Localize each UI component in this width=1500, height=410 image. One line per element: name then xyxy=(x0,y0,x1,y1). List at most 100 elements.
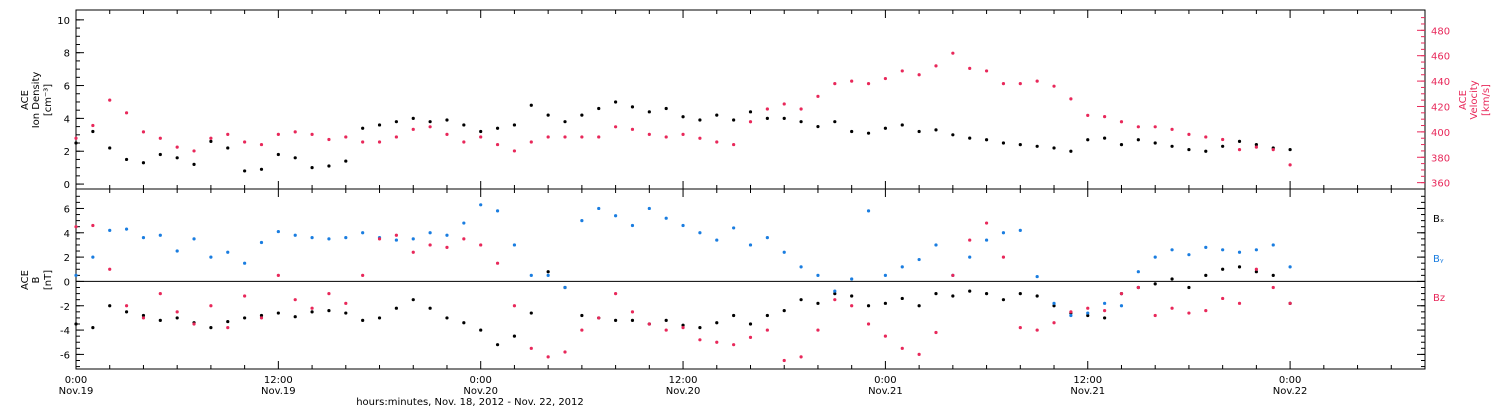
data-point xyxy=(1103,301,1107,305)
data-point xyxy=(141,130,146,134)
data-point xyxy=(765,328,769,332)
data-point xyxy=(968,66,972,70)
x-tick-label-time: 12:00 xyxy=(264,375,293,386)
data-point xyxy=(495,142,500,147)
data-point xyxy=(1170,248,1174,252)
data-point xyxy=(1288,301,1292,305)
data-point xyxy=(698,326,702,330)
data-point xyxy=(175,316,179,320)
data-point xyxy=(394,135,398,139)
data-point xyxy=(765,313,769,318)
data-point xyxy=(1221,137,1225,142)
data-point xyxy=(495,126,500,130)
data-point xyxy=(124,227,129,231)
data-point xyxy=(108,304,112,308)
data-point xyxy=(74,322,78,326)
data-point xyxy=(124,304,129,308)
data-point xyxy=(158,233,162,237)
data-point xyxy=(192,162,196,166)
data-point xyxy=(141,161,146,165)
data-point xyxy=(900,69,904,73)
top-left-ylabel: ACE Ion Density [cm⁻³] xyxy=(20,72,54,129)
data-point xyxy=(1001,255,1006,259)
data-point xyxy=(765,236,769,240)
data-point xyxy=(1288,163,1292,167)
data-point xyxy=(563,120,567,124)
data-point xyxy=(917,304,921,308)
data-point xyxy=(563,135,567,139)
data-point xyxy=(681,132,685,137)
x-tick-label-time: 12:00 xyxy=(1073,375,1102,386)
data-point xyxy=(883,301,888,305)
data-point xyxy=(1254,267,1258,271)
data-point xyxy=(1119,304,1124,308)
data-point xyxy=(1153,282,1157,286)
top-right-ylabel-line1: ACE xyxy=(1458,90,1469,110)
data-point xyxy=(1221,248,1225,252)
data-point xyxy=(1254,143,1258,147)
data-point xyxy=(310,132,314,137)
data-point xyxy=(1204,245,1208,249)
data-point xyxy=(681,223,685,228)
y-tick-label-top-left: 0 xyxy=(64,180,70,191)
data-point xyxy=(782,102,786,106)
data-point xyxy=(1221,144,1225,148)
x-tick-label-time: 0:00 xyxy=(65,375,87,386)
data-point xyxy=(175,156,179,160)
bottom-ylabel: ACE B [nT] xyxy=(20,270,54,290)
data-point xyxy=(512,149,517,153)
data-point xyxy=(1271,148,1275,152)
data-point xyxy=(1153,141,1157,145)
legend-bz: Bz xyxy=(1433,293,1445,304)
data-point xyxy=(1153,313,1157,318)
data-point xyxy=(900,265,904,269)
data-point xyxy=(816,328,820,332)
data-point xyxy=(630,310,635,314)
data-point xyxy=(411,237,415,241)
data-point xyxy=(1035,274,1039,279)
data-point xyxy=(259,316,264,320)
data-point xyxy=(900,123,904,127)
data-point xyxy=(512,123,517,127)
data-point xyxy=(833,298,837,302)
data-point xyxy=(1086,113,1090,117)
x-tick-label-time: 0:00 xyxy=(469,375,491,386)
y-tick-label-top-right: 460 xyxy=(1431,52,1450,63)
data-point xyxy=(883,126,888,130)
data-point xyxy=(1136,138,1140,142)
data-point xyxy=(732,142,736,147)
y-tick-label-bottom: 4 xyxy=(64,229,70,240)
data-point xyxy=(1204,273,1208,277)
y-tick-label-top-right: 440 xyxy=(1431,77,1450,88)
data-point xyxy=(479,129,483,134)
data-point xyxy=(1288,265,1292,269)
data-point xyxy=(833,289,837,293)
data-point xyxy=(968,255,972,259)
data-point xyxy=(529,311,533,315)
data-point xyxy=(428,120,432,124)
data-point xyxy=(310,166,314,170)
data-point xyxy=(1254,248,1258,252)
data-point xyxy=(394,120,398,124)
data-point xyxy=(108,267,112,271)
data-point xyxy=(529,273,533,277)
data-point xyxy=(209,255,213,259)
data-point xyxy=(243,140,247,144)
data-point xyxy=(850,294,854,298)
data-points xyxy=(74,51,1292,363)
data-point xyxy=(74,273,78,277)
data-point xyxy=(1254,145,1258,149)
data-point xyxy=(597,206,601,211)
data-point xyxy=(850,277,854,281)
data-point xyxy=(883,334,888,338)
data-point xyxy=(951,273,955,277)
x-tick-label-date: Nov.20 xyxy=(463,386,498,397)
data-point xyxy=(647,206,651,211)
data-point xyxy=(1052,146,1056,150)
data-point xyxy=(1187,132,1191,137)
data-point xyxy=(108,146,112,150)
data-point xyxy=(698,118,702,122)
data-point xyxy=(1035,328,1039,332)
data-point xyxy=(1237,265,1242,269)
